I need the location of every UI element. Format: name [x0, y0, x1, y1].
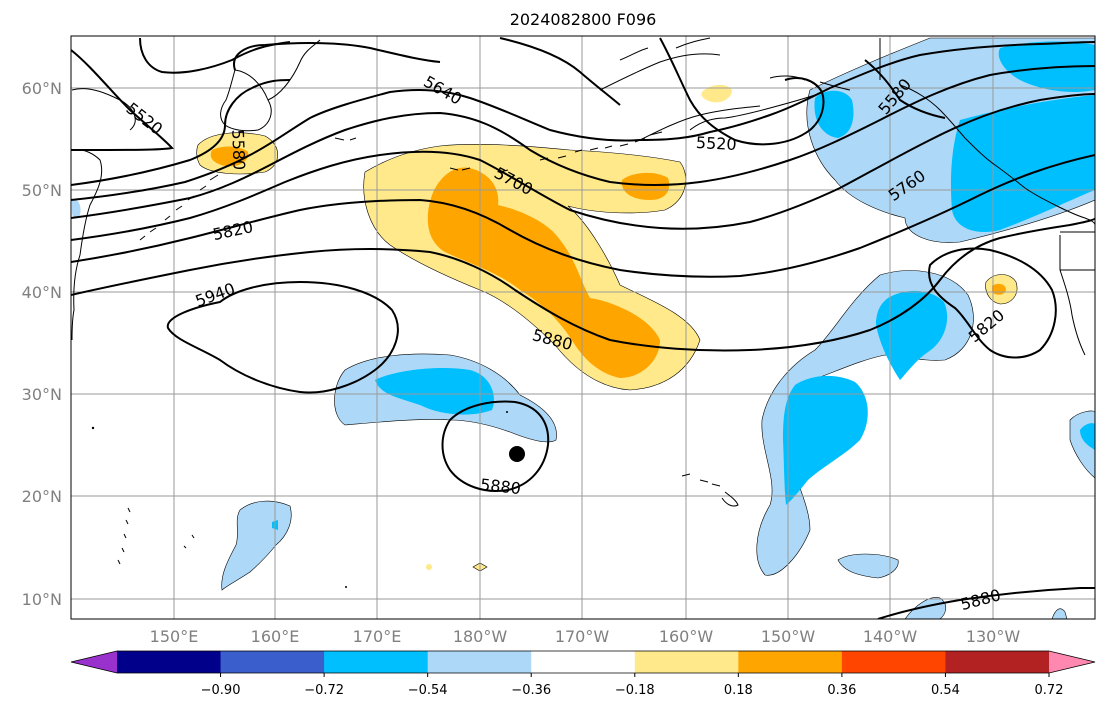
neg-light-region-hawaii-south — [837, 553, 899, 579]
pos-mid-region-east — [621, 172, 670, 200]
colorbar-outline — [70, 650, 1096, 674]
contour-label: 5520 — [122, 99, 166, 139]
coastlines — [71, 37, 1095, 588]
colorbar-boxes — [117, 651, 1050, 673]
lat-label: 50°N — [22, 181, 62, 200]
coastline-kamchatka — [220, 39, 321, 132]
graticule — [71, 36, 1095, 619]
contour-label: 5520 — [695, 133, 737, 154]
neg-light-region-west-edge — [72, 199, 81, 218]
map-frame — [70, 35, 1096, 620]
coastline-kuriles — [139, 174, 219, 241]
pos-light-region-alaska — [701, 84, 732, 103]
island-dot-2 — [345, 586, 347, 588]
lon-label: 160°E — [251, 627, 300, 646]
island-dot-1 — [91, 426, 95, 430]
contour-5940-loop — [166, 280, 399, 394]
colorbar-box — [531, 651, 636, 673]
colorbar-tick-label: 0.36 — [827, 683, 856, 698]
contour-label: 5940 — [193, 279, 238, 311]
contour-5820-loop-east — [928, 247, 1057, 359]
contour-5520-west — [71, 49, 174, 151]
colorbar-tick-label: −0.90 — [201, 683, 241, 698]
positive-anomaly-shading — [196, 84, 1018, 572]
contour-5880-loop-small — [441, 400, 550, 492]
colorbar-box — [220, 651, 325, 673]
colorbar-box — [945, 651, 1050, 673]
neg-light-region-bottom — [904, 597, 947, 619]
colorbar-box — [427, 651, 532, 673]
colorbar-tick-label: 0.54 — [931, 683, 960, 698]
lon-label: 150°E — [150, 627, 199, 646]
colorbar-box — [117, 651, 222, 673]
lat-label: 30°N — [22, 385, 62, 404]
map-area: 5520 5580 5640 5700 5820 5940 5880 5520 … — [71, 36, 1095, 619]
lon-label: 170°E — [353, 627, 402, 646]
colorbar-extend-low — [71, 651, 117, 673]
pos-dot-2 — [426, 564, 432, 570]
contour-label: 5880 — [479, 475, 521, 498]
coastline-marianas — [117, 507, 195, 565]
colorbar-tick-label: −0.72 — [304, 683, 344, 698]
neg-light-region-bottom-right — [1051, 608, 1068, 619]
contour-5880-southeast — [877, 587, 1095, 619]
neg-mid-region-subtropical — [375, 368, 494, 415]
contour-5580-west — [71, 79, 291, 186]
contour-5640 — [71, 41, 1095, 201]
colorbar-tick-label: −0.36 — [511, 683, 551, 698]
colorbar: −0.90 −0.72 −0.54 −0.36 −0.18 0.18 0.36 0.54 0.7… — [70, 650, 1096, 698]
contour-5580-loop — [233, 37, 946, 119]
island-dot-3 — [506, 411, 508, 413]
neg-mid-region-coast — [950, 95, 1095, 232]
colorbar-ticks: −0.90 −0.72 −0.54 −0.36 −0.18 0.18 0.36 0.54 0.7… — [201, 673, 1064, 698]
colorbar-box — [324, 651, 429, 673]
neg-mid-region-east-pacific-south — [783, 375, 868, 505]
colorbar-tick-label: −0.54 — [408, 683, 448, 698]
neg-light-region-marianas — [221, 500, 292, 591]
lon-label: 160°W — [659, 627, 714, 646]
lat-label: 40°N — [22, 283, 62, 302]
lon-label: 180°W — [453, 627, 508, 646]
coastline-hawaii — [681, 473, 739, 507]
latitude-labels: 60°N 50°N 40°N 30°N 20°N 10°N — [22, 79, 62, 609]
colorbar-extend-high — [1049, 651, 1095, 673]
lon-label: 130°W — [966, 627, 1021, 646]
contour-5760 — [71, 93, 1095, 241]
contour-label: 5640 — [420, 72, 465, 109]
colorbar-box — [738, 651, 843, 673]
neg-mid-region-east-pacific-north — [876, 290, 948, 380]
contour-label: 5820 — [211, 217, 255, 244]
contour-5880-main — [71, 217, 1095, 352]
contour-label: 5580 — [228, 129, 248, 170]
colorbar-box — [841, 651, 946, 673]
lat-label: 20°N — [22, 487, 62, 506]
colorbar-box — [634, 651, 739, 673]
lon-label: 170°W — [555, 627, 610, 646]
neg-mid-region-gulf-alaska-north — [998, 41, 1095, 92]
height-contours — [71, 37, 1095, 619]
coastline-alaska-panhandle — [899, 84, 1095, 271]
lat-label: 60°N — [22, 79, 62, 98]
neg-mid-region-far-east — [1080, 423, 1095, 450]
figure-title: 2024082800 F096 — [510, 10, 657, 29]
colorbar-tick-label: −0.18 — [615, 683, 655, 698]
contour-5700 — [71, 65, 1095, 219]
pos-mid-region-main — [427, 167, 660, 378]
lat-label: 10°N — [22, 590, 62, 609]
coastline-north-america-west — [1059, 269, 1086, 356]
lon-label: 140°W — [863, 627, 918, 646]
lon-label: 150°W — [761, 627, 816, 646]
height-center-marker — [509, 446, 525, 462]
longitude-labels: 150°E 160°E 170°E 180°W 170°W 160°W 150°… — [150, 627, 1021, 646]
contour-label: 5880 — [958, 585, 1002, 614]
colorbar-tick-label: 0.72 — [1035, 683, 1064, 698]
contour-5820-main — [71, 154, 1095, 278]
colorbar-tick-label: 0.18 — [724, 683, 753, 698]
